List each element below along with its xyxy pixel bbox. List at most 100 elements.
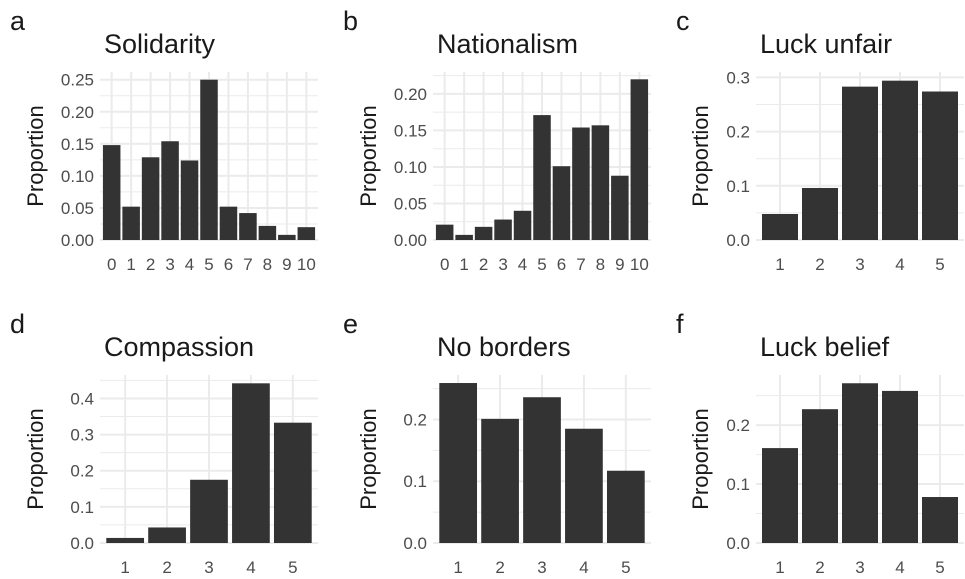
y-tick-label: 0.1: [70, 498, 94, 517]
x-tick-label: 3: [537, 558, 546, 577]
x-tick-label: 0: [107, 255, 116, 274]
x-tick-label: 4: [895, 558, 904, 577]
bar-3: [494, 219, 512, 240]
bar-4: [513, 210, 532, 240]
bar-6: [219, 206, 238, 240]
x-tick-label: 1: [126, 255, 135, 274]
x-tick-label: 7: [576, 255, 585, 274]
bar-6: [552, 166, 571, 240]
y-tick-label: 0.10: [61, 167, 94, 186]
bar-4: [232, 383, 270, 543]
y-tick-label: 0.4: [70, 389, 94, 408]
x-tick-label: 4: [895, 255, 904, 274]
bar-5: [273, 422, 312, 543]
y-tick-label: 0.1: [726, 177, 750, 196]
y-tick-label: 0.20: [61, 103, 94, 122]
y-tick-label: 0.2: [726, 123, 750, 142]
bar-3: [523, 397, 561, 543]
x-tick-label: 2: [815, 558, 824, 577]
y-tick-label: 0.2: [403, 410, 427, 429]
x-tick-label: 10: [630, 255, 649, 274]
bar-4: [882, 80, 918, 241]
bar-1: [762, 448, 798, 543]
bar-9: [611, 175, 629, 240]
x-tick-label: 1: [453, 558, 462, 577]
x-tick-label: 3: [855, 255, 864, 274]
x-tick-label: 9: [615, 255, 624, 274]
x-tick-label: 5: [935, 255, 944, 274]
x-tick-label: 2: [162, 558, 171, 577]
panel-letter: c: [676, 6, 690, 36]
x-tick-label: 1: [775, 558, 784, 577]
x-tick-label: 2: [146, 255, 155, 274]
panel-title: Nationalism: [437, 29, 578, 59]
bar-5: [533, 115, 551, 240]
x-tick-label: 6: [224, 255, 233, 274]
x-tick-label: 3: [204, 558, 213, 577]
panel-a: 0.00 0.05 0.10 0.15 0.20 0.25 0 1 2 3 4 5 6 7 8 9 10 Prop…: [10, 6, 318, 274]
x-tick-label: 10: [297, 255, 316, 274]
bar-0: [102, 145, 121, 240]
panel-title: Compassion: [104, 332, 254, 362]
x-tick-label: 4: [518, 255, 527, 274]
bar-5: [922, 497, 958, 543]
panel-letter: b: [343, 6, 358, 36]
y-tick-label: 0.00: [61, 231, 94, 250]
x-tick-label: 2: [479, 255, 488, 274]
y-tick-label: 0.15: [394, 121, 427, 140]
x-tick-label: 5: [288, 558, 297, 577]
x-tick-label: 4: [246, 558, 255, 577]
x-tick-label: 3: [498, 255, 507, 274]
bar-2: [148, 527, 186, 543]
y-tick-label: 0.15: [61, 135, 94, 154]
y-tick-label: 0.00: [394, 231, 427, 250]
x-tick-label: 7: [243, 255, 252, 274]
bar-7: [572, 127, 590, 240]
y-tick-label: 0.0: [726, 231, 750, 250]
y-tick-label: 0.2: [70, 462, 94, 481]
panel-letter: e: [343, 309, 358, 339]
panel-letter: f: [676, 309, 684, 339]
panel-e: 0.0 0.1 0.2 1 2 3 4 5 Proportion No borders e: [343, 309, 651, 577]
bar-9: [278, 234, 296, 240]
bar-1: [455, 234, 473, 240]
x-tick-label: 1: [459, 255, 468, 274]
x-tick-label: 4: [185, 255, 194, 274]
y-tick-label: 0.05: [394, 194, 427, 213]
x-tick-label: 9: [282, 255, 291, 274]
y-tick-label: 0.05: [61, 199, 94, 218]
y-tick-label: 0.1: [403, 472, 427, 491]
x-tick-label: 2: [495, 558, 504, 577]
bar-1: [122, 206, 140, 240]
bar-2: [802, 409, 838, 543]
x-tick-label: 2: [815, 255, 824, 274]
bar-10: [630, 79, 649, 240]
panel-title: Luck belief: [760, 332, 890, 362]
x-tick-label: 0: [440, 255, 449, 274]
y-tick-label: 0.3: [70, 426, 94, 445]
bar-10: [297, 227, 316, 240]
bar-5: [922, 91, 958, 240]
x-tick-label: 6: [557, 255, 566, 274]
x-tick-label: 5: [621, 558, 630, 577]
x-tick-label: 5: [935, 558, 944, 577]
bar-3: [842, 383, 878, 543]
x-tick-label: 3: [855, 558, 864, 577]
y-axis-label: Proportion: [356, 408, 381, 510]
x-tick-label: 8: [263, 255, 272, 274]
panel-c: 0.0 0.1 0.2 0.3 1 2 3 4 5 Proportion Luck unfair c: [676, 6, 964, 274]
bar-4: [565, 428, 603, 543]
bar-7: [239, 213, 257, 240]
bar-3: [161, 141, 179, 240]
bar-5: [200, 79, 218, 240]
bar-1: [439, 383, 478, 543]
y-tick-label: 0.20: [394, 85, 427, 104]
panel-title: No borders: [437, 332, 571, 362]
bar-4: [180, 160, 199, 240]
bar-2: [481, 418, 519, 543]
panel-title: Luck unfair: [760, 29, 892, 59]
x-tick-label: 1: [120, 558, 129, 577]
bar-5: [606, 470, 645, 543]
bar-8: [258, 225, 277, 240]
